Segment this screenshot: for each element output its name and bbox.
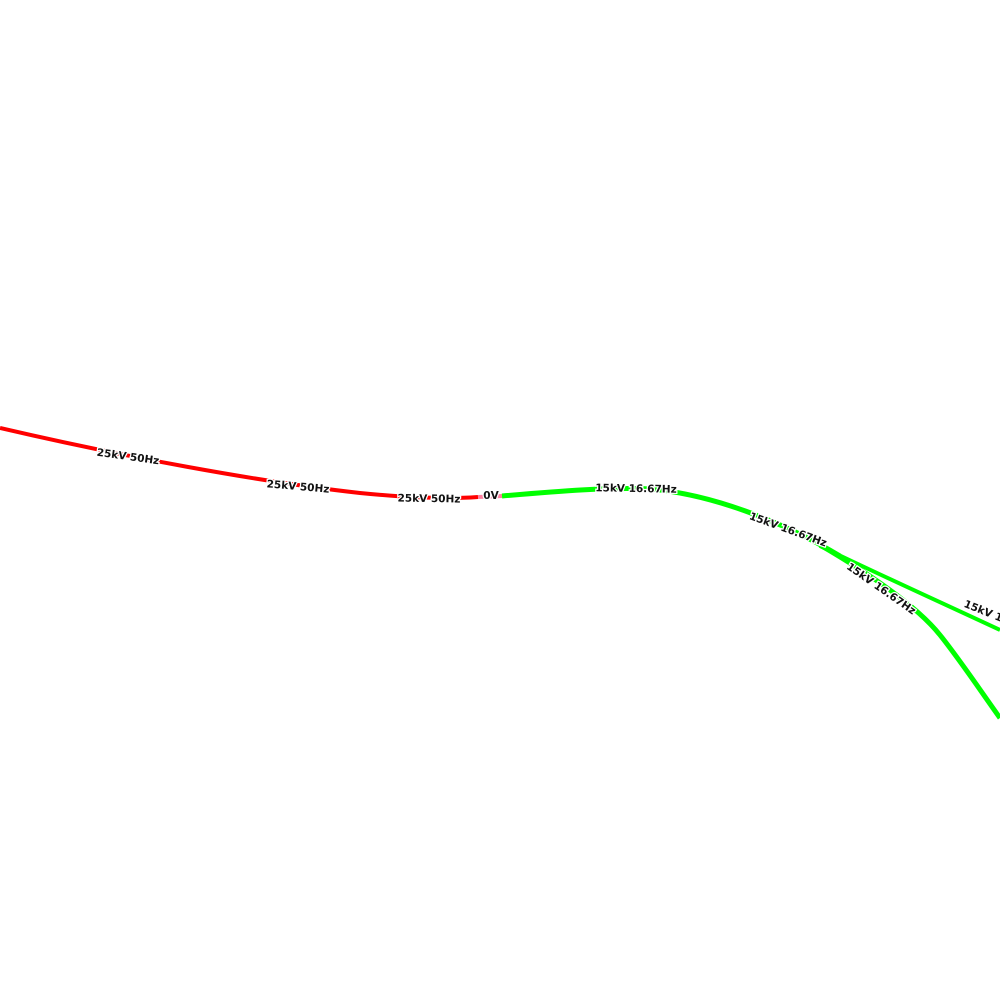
line-label: 25kV 50Hz — [397, 492, 460, 505]
line-label: 0V — [483, 490, 499, 502]
line-label: 15kV 16.67Hz — [595, 482, 677, 495]
line-15kv-branch — [818, 542, 1000, 720]
line-0v — [477, 494, 503, 499]
line-15kv — [501, 485, 842, 559]
line-25kv — [0, 426, 479, 500]
